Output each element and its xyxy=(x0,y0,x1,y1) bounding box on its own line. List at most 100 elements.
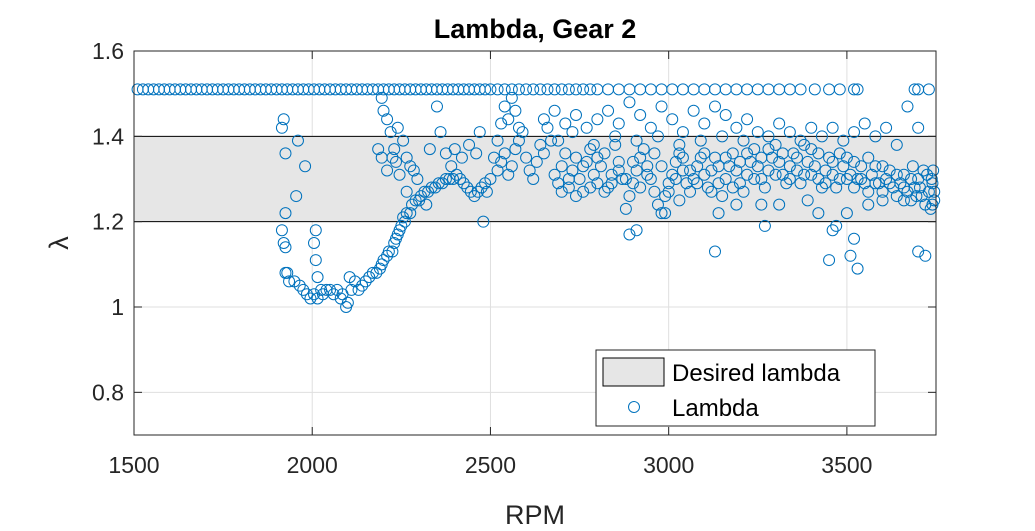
data-point xyxy=(812,207,825,220)
data-point xyxy=(862,198,875,211)
data-point xyxy=(577,160,590,173)
data-point xyxy=(630,224,643,237)
data-point xyxy=(366,266,379,279)
data-point xyxy=(623,96,636,109)
data-point xyxy=(566,126,579,139)
data-point xyxy=(381,164,394,177)
data-point xyxy=(730,121,743,134)
data-point xyxy=(897,194,910,207)
data-point xyxy=(815,181,828,194)
data-point xyxy=(436,177,449,190)
data-point xyxy=(512,83,525,96)
data-point xyxy=(737,134,750,147)
data-point xyxy=(619,202,632,215)
data-point xyxy=(716,130,729,143)
data-point xyxy=(623,190,636,203)
data-point xyxy=(698,117,711,130)
data-point xyxy=(844,249,857,262)
data-point xyxy=(484,173,497,185)
data-point xyxy=(480,185,493,198)
data-point xyxy=(637,143,650,156)
data-point xyxy=(309,224,322,237)
data-point xyxy=(569,109,582,121)
data-point xyxy=(548,104,561,117)
data-point xyxy=(423,143,436,156)
data-point xyxy=(876,185,889,198)
data-point xyxy=(848,83,861,96)
data-point xyxy=(498,83,511,96)
data-point xyxy=(634,151,647,164)
data-point xyxy=(429,181,442,194)
data-point xyxy=(430,100,443,113)
data-point xyxy=(798,138,811,151)
data-point xyxy=(484,83,497,96)
data-point xyxy=(414,190,427,203)
data-point xyxy=(591,177,604,190)
data-point xyxy=(470,147,483,160)
data-point xyxy=(691,177,704,190)
data-point xyxy=(883,164,896,177)
data-point xyxy=(393,168,406,181)
data-point xyxy=(512,121,525,134)
data-point xyxy=(783,126,796,139)
data-point xyxy=(612,155,625,168)
x-tick-label: 1500 xyxy=(108,452,159,478)
data-point xyxy=(769,168,782,181)
data-point xyxy=(279,207,292,220)
data-point xyxy=(275,224,288,237)
data-point xyxy=(491,134,504,147)
data-point xyxy=(865,168,878,181)
data-point xyxy=(676,151,689,164)
data-point xyxy=(580,155,593,168)
data-point xyxy=(917,164,930,177)
data-point xyxy=(548,168,561,181)
data-point xyxy=(848,155,861,168)
data-point xyxy=(290,190,303,203)
data-point xyxy=(758,219,771,232)
data-point xyxy=(577,185,590,198)
y-tick-label: 1.4 xyxy=(92,123,124,149)
data-point xyxy=(855,173,868,185)
data-point xyxy=(279,147,292,160)
data-point xyxy=(377,254,390,267)
data-point xyxy=(541,121,554,134)
data-point xyxy=(805,143,818,156)
data-point xyxy=(520,151,533,164)
data-point xyxy=(737,185,750,198)
data-point xyxy=(748,143,761,156)
data-point xyxy=(455,151,468,164)
data-point xyxy=(848,232,861,245)
data-point xyxy=(616,173,629,185)
data-point xyxy=(851,83,864,96)
data-point xyxy=(676,126,689,139)
data-point xyxy=(751,126,764,139)
data-point xyxy=(297,283,310,296)
data-point xyxy=(883,177,896,190)
data-point xyxy=(520,83,533,96)
data-point xyxy=(741,147,754,160)
data-point xyxy=(587,168,600,181)
data-point xyxy=(794,177,807,190)
data-point xyxy=(283,275,296,288)
data-point xyxy=(776,168,789,181)
data-point xyxy=(876,194,889,207)
data-point xyxy=(537,147,550,160)
tick-labels: 1500 2000 2500 3000 3500 0.8 1 1.2 1.4 1.6 xyxy=(92,38,872,478)
data-point xyxy=(577,83,590,96)
data-point xyxy=(798,168,811,181)
data-point xyxy=(598,147,611,160)
data-point xyxy=(669,155,682,168)
data-point xyxy=(919,249,932,262)
data-point xyxy=(384,126,397,139)
data-point xyxy=(805,121,818,134)
data-point xyxy=(691,160,704,173)
data-point xyxy=(762,164,775,177)
data-point xyxy=(833,83,846,96)
data-point xyxy=(819,164,832,177)
data-point xyxy=(912,121,925,134)
data-point xyxy=(279,241,292,254)
data-point xyxy=(461,181,474,194)
data-point xyxy=(819,177,832,190)
data-point xyxy=(630,134,643,147)
data-point xyxy=(502,168,515,181)
